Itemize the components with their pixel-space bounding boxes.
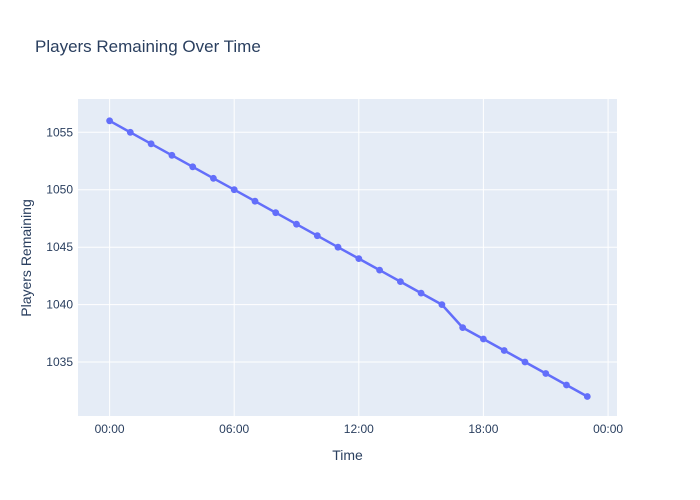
- data-point-marker: [189, 163, 197, 171]
- x-tick-label: 12:00: [344, 422, 374, 436]
- data-point-marker: [210, 174, 217, 182]
- data-point-marker: [397, 278, 404, 285]
- trace-line: [108, 119, 589, 398]
- y-tick-label: 1040: [46, 298, 73, 312]
- data-point-marker: [272, 209, 280, 217]
- chart-title: Players Remaining Over Time: [35, 37, 261, 56]
- data-point-marker: [583, 393, 591, 400]
- data-point-marker: [500, 347, 508, 354]
- data-point-marker: [168, 151, 176, 159]
- data-point-marker: [438, 301, 446, 308]
- y-axis-title: Players Remaining: [18, 199, 34, 317]
- data-point-marker: [542, 370, 550, 377]
- data-point-marker: [563, 381, 570, 389]
- x-axis-title: Time: [332, 447, 363, 463]
- data-point-marker: [521, 358, 529, 366]
- data-point-marker: [126, 128, 134, 136]
- data-point-marker: [313, 232, 321, 240]
- data-point-marker: [459, 324, 467, 331]
- data-point-marker: [106, 117, 113, 125]
- data-point-marker: [376, 266, 383, 274]
- data-point-marker: [251, 197, 259, 205]
- data-point-marker: [147, 140, 155, 148]
- data-point-marker: [230, 186, 238, 194]
- data-point-marker: [417, 289, 425, 297]
- y-tick-label: 1050: [46, 183, 73, 197]
- data-point-marker: [355, 255, 363, 262]
- x-tick-label: 00:00: [95, 422, 125, 436]
- x-tick-label: 06:00: [219, 422, 249, 436]
- x-tick-label: 00:00: [593, 422, 623, 436]
- y-tick-label: 1045: [46, 240, 73, 254]
- data-point-marker: [480, 335, 487, 343]
- y-tick-label: 1055: [46, 125, 73, 139]
- data-point-marker: [334, 243, 342, 251]
- y-tick-label: 1035: [46, 355, 73, 369]
- data-point-marker: [293, 220, 300, 228]
- x-tick-label: 18:00: [468, 422, 498, 436]
